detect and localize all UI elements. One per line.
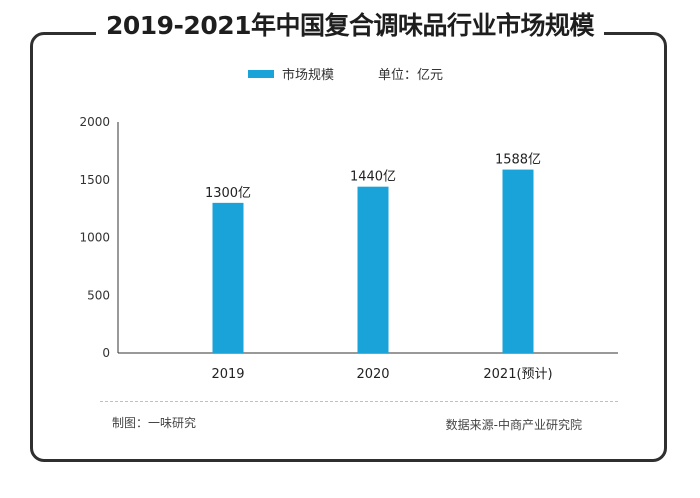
chart-title: 2019-2021年中国复合调味品行业市场规模 (0, 6, 700, 42)
chart-title-text: 2019-2021年中国复合调味品行业市场规模 (95, 11, 605, 40)
y-tick-label: 1500 (79, 173, 110, 187)
data-label: 1300亿 (205, 186, 251, 201)
legend-swatch (248, 69, 274, 78)
legend: 市场规模 单位：亿元 (248, 64, 443, 83)
y-tick-label: 1000 (79, 231, 110, 245)
bar (502, 169, 534, 353)
data-label: 1440亿 (350, 170, 396, 185)
x-tick-label: 2019 (211, 367, 244, 382)
y-tick-label: 2000 (79, 115, 110, 129)
y-tick-label: 500 (87, 288, 110, 302)
data-label: 1588亿 (495, 153, 541, 168)
x-tick-label: 2021(预计) (483, 367, 552, 382)
x-tick-label: 2020 (356, 367, 389, 382)
unit-label: 单位：亿元 (378, 68, 444, 83)
footer-divider (100, 401, 618, 402)
bar (357, 186, 389, 353)
credit-text: 制图：一味研究 (112, 416, 197, 430)
legend-series-label: 市场规模 (282, 68, 335, 83)
y-tick-label: 0 (102, 346, 110, 360)
bar (212, 202, 244, 353)
source-text: 数据来源-中商产业研究院 (445, 418, 582, 432)
